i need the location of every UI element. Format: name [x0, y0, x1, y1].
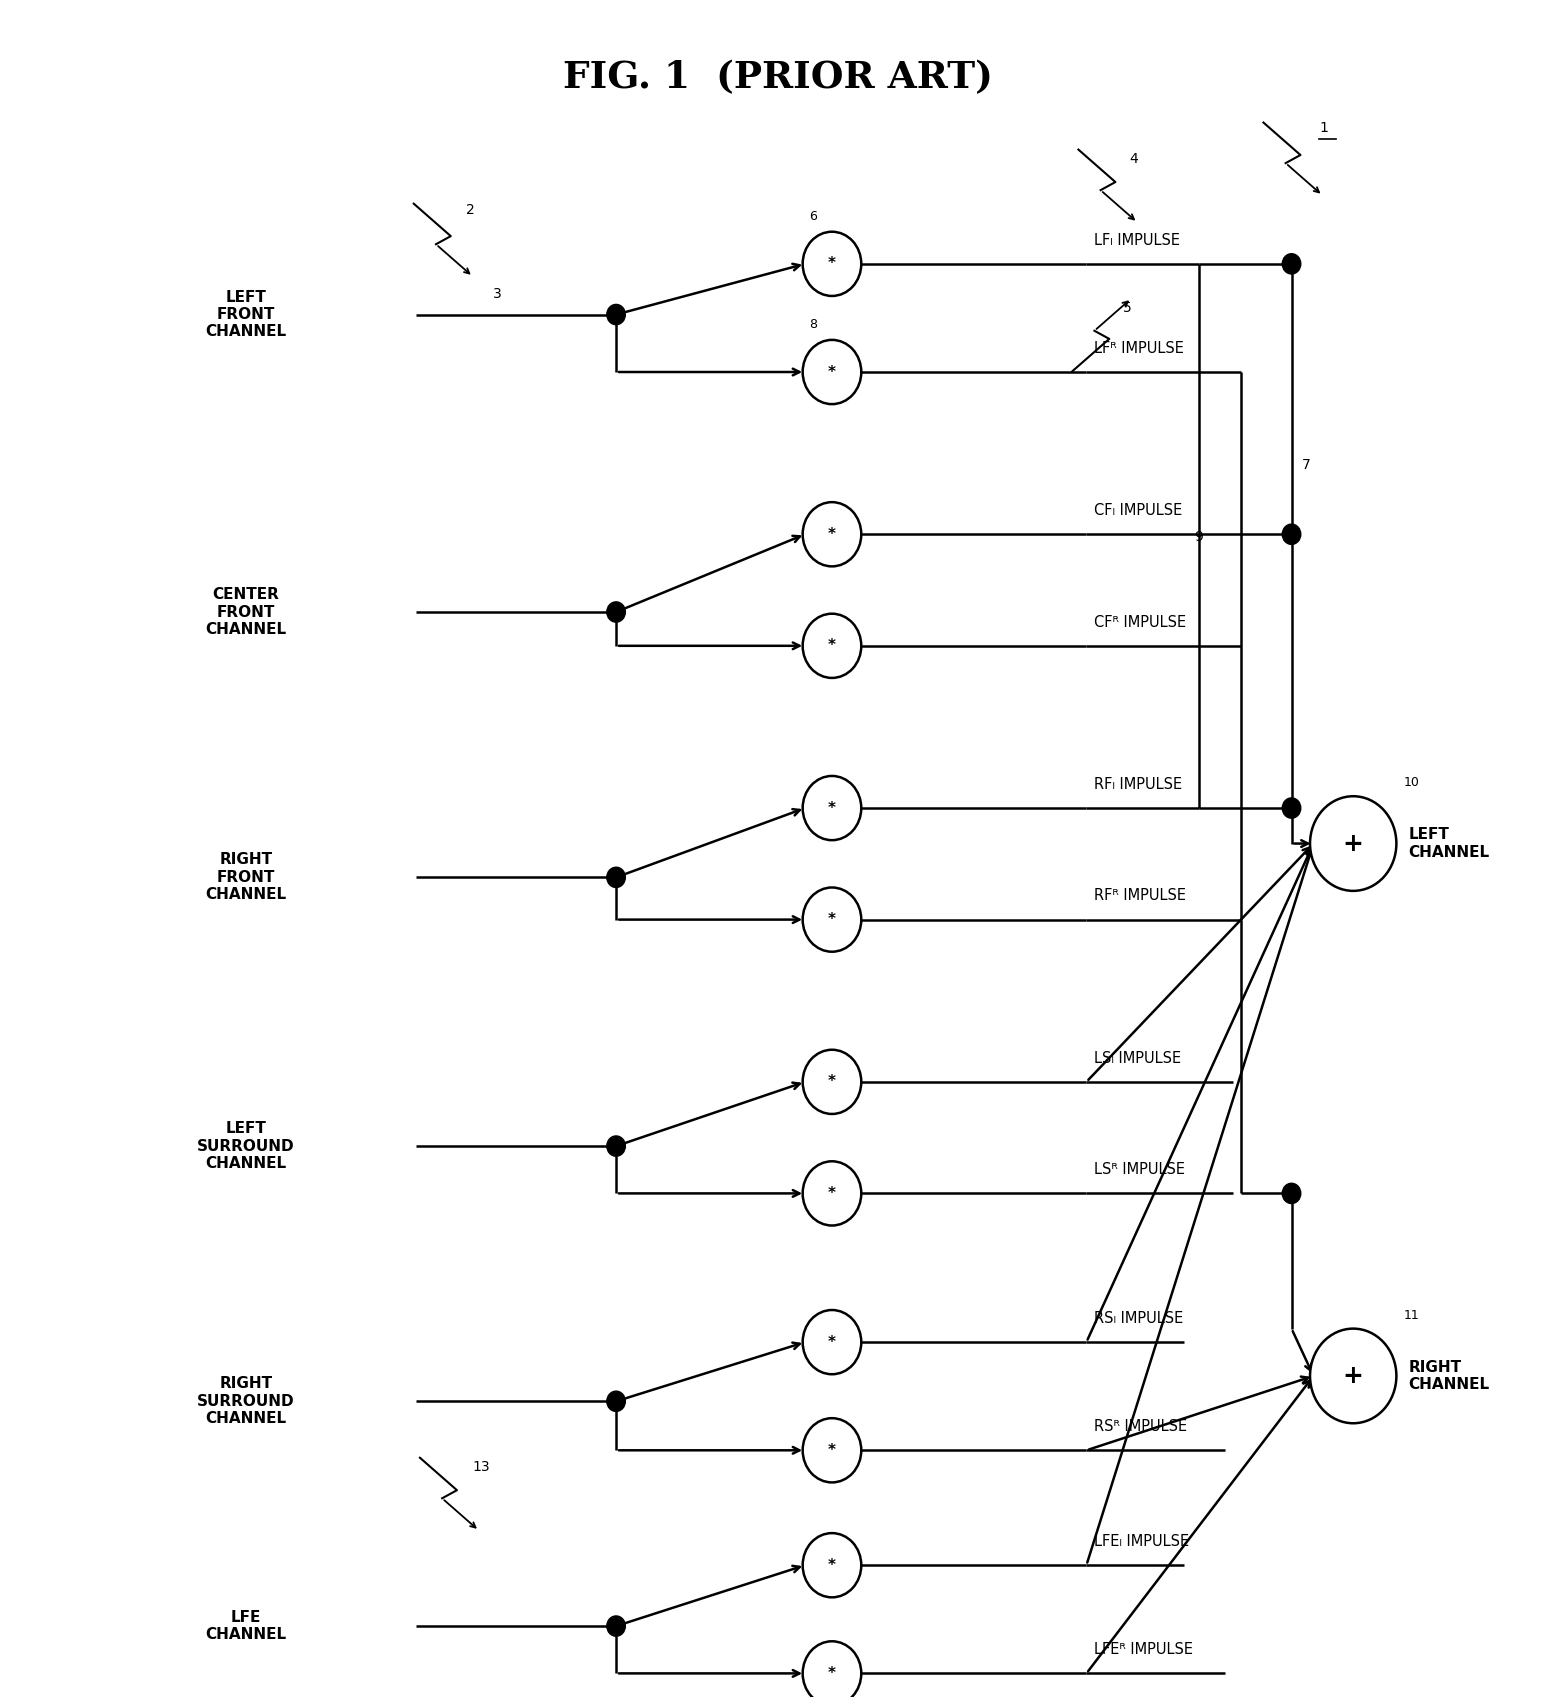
Text: LFE
CHANNEL: LFE CHANNEL	[205, 1610, 286, 1643]
Text: RFᴿ IMPULSE: RFᴿ IMPULSE	[1094, 888, 1186, 903]
Text: CFᴿ IMPULSE: CFᴿ IMPULSE	[1094, 615, 1186, 630]
Text: *: *	[828, 1557, 836, 1573]
Circle shape	[607, 305, 626, 325]
Text: CENTER
FRONT
CHANNEL: CENTER FRONT CHANNEL	[205, 588, 286, 637]
Circle shape	[1282, 797, 1301, 818]
Text: *: *	[828, 527, 836, 542]
Text: +: +	[1343, 832, 1363, 855]
Text: RIGHT
FRONT
CHANNEL: RIGHT FRONT CHANNEL	[205, 852, 286, 901]
Text: 2: 2	[467, 203, 475, 216]
Text: *: *	[828, 912, 836, 927]
Text: 8: 8	[809, 319, 817, 332]
Text: LEFT
FRONT
CHANNEL: LEFT FRONT CHANNEL	[205, 290, 286, 339]
Circle shape	[607, 867, 626, 888]
Circle shape	[803, 1418, 862, 1482]
Circle shape	[803, 503, 862, 566]
Circle shape	[1282, 254, 1301, 274]
Text: +: +	[1343, 1363, 1363, 1389]
Text: LFᴿ IMPULSE: LFᴿ IMPULSE	[1094, 341, 1184, 356]
Text: 3: 3	[493, 286, 501, 302]
Circle shape	[1282, 525, 1301, 544]
Circle shape	[803, 1534, 862, 1597]
Circle shape	[803, 775, 862, 840]
Text: RSᴿ IMPULSE: RSᴿ IMPULSE	[1094, 1419, 1187, 1435]
Text: *: *	[828, 256, 836, 271]
Text: 13: 13	[473, 1460, 490, 1474]
Text: 9: 9	[1195, 530, 1203, 544]
Circle shape	[607, 1390, 626, 1411]
Text: RIGHT
SURROUND
CHANNEL: RIGHT SURROUND CHANNEL	[198, 1377, 294, 1426]
Text: 11: 11	[1404, 1309, 1419, 1322]
Circle shape	[1282, 1183, 1301, 1203]
Circle shape	[803, 1310, 862, 1373]
Circle shape	[803, 1162, 862, 1225]
Circle shape	[803, 888, 862, 953]
Text: *: *	[828, 1334, 836, 1350]
Circle shape	[803, 613, 862, 678]
Text: *: *	[828, 801, 836, 816]
Text: LEFT
CHANNEL: LEFT CHANNEL	[1408, 828, 1489, 861]
Text: 5: 5	[1123, 300, 1133, 315]
Text: LFEᴿ IMPULSE: LFEᴿ IMPULSE	[1094, 1643, 1193, 1658]
Circle shape	[803, 232, 862, 296]
Text: LFₗ IMPULSE: LFₗ IMPULSE	[1094, 233, 1179, 247]
Circle shape	[607, 1615, 626, 1636]
Text: LEFT
SURROUND
CHANNEL: LEFT SURROUND CHANNEL	[198, 1121, 294, 1171]
Text: LSₗ IMPULSE: LSₗ IMPULSE	[1094, 1051, 1181, 1065]
Text: 7: 7	[1302, 458, 1312, 472]
Circle shape	[803, 1641, 862, 1704]
Text: *: *	[828, 1186, 836, 1201]
Circle shape	[607, 602, 626, 622]
Circle shape	[1310, 1329, 1396, 1423]
Text: *: *	[828, 1074, 836, 1089]
Text: 1: 1	[1319, 121, 1329, 135]
Text: RIGHT
CHANNEL: RIGHT CHANNEL	[1408, 1360, 1489, 1392]
Text: 4: 4	[1130, 152, 1139, 165]
Text: CFₗ IMPULSE: CFₗ IMPULSE	[1094, 503, 1183, 518]
Text: RSₗ IMPULSE: RSₗ IMPULSE	[1094, 1310, 1184, 1326]
Text: RFₗ IMPULSE: RFₗ IMPULSE	[1094, 777, 1183, 792]
Text: *: *	[828, 365, 836, 380]
Text: LSᴿ IMPULSE: LSᴿ IMPULSE	[1094, 1162, 1186, 1177]
Circle shape	[803, 339, 862, 404]
Text: *: *	[828, 639, 836, 653]
Text: 10: 10	[1404, 777, 1421, 789]
Text: *: *	[828, 1667, 836, 1680]
Circle shape	[607, 1137, 626, 1157]
Text: *: *	[828, 1443, 836, 1459]
Circle shape	[1310, 796, 1396, 891]
Text: 6: 6	[809, 210, 817, 223]
Text: LFEₗ IMPULSE: LFEₗ IMPULSE	[1094, 1534, 1189, 1549]
Text: FIG. 1  (PRIOR ART): FIG. 1 (PRIOR ART)	[563, 60, 993, 97]
Circle shape	[803, 1050, 862, 1114]
